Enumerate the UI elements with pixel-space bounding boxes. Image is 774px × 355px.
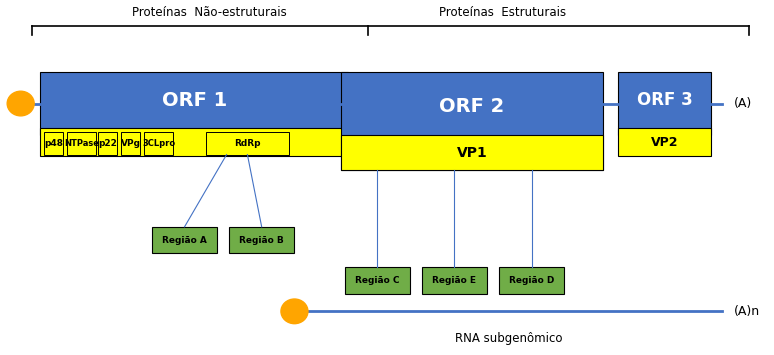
Ellipse shape (7, 91, 34, 116)
FancyBboxPatch shape (67, 132, 96, 155)
Text: p22: p22 (98, 139, 117, 148)
FancyBboxPatch shape (618, 128, 711, 156)
FancyBboxPatch shape (498, 267, 564, 294)
FancyBboxPatch shape (206, 132, 289, 155)
Text: ORF 1: ORF 1 (162, 91, 227, 109)
FancyBboxPatch shape (229, 227, 294, 253)
Text: VP2: VP2 (651, 136, 678, 149)
Text: Região A: Região A (162, 235, 207, 245)
FancyBboxPatch shape (44, 132, 63, 155)
Text: Região D: Região D (509, 276, 554, 285)
Text: Região E: Região E (433, 276, 477, 285)
Text: Proteínas  Não-estruturais: Proteínas Não-estruturais (132, 6, 287, 19)
FancyBboxPatch shape (40, 128, 348, 156)
Text: ORF 3: ORF 3 (637, 91, 693, 109)
Text: (A)n: (A)n (734, 305, 760, 318)
FancyBboxPatch shape (618, 72, 711, 135)
Text: VP1: VP1 (457, 146, 487, 160)
FancyBboxPatch shape (152, 227, 217, 253)
Text: NTPase: NTPase (64, 139, 99, 148)
Text: Região C: Região C (355, 276, 399, 285)
FancyBboxPatch shape (121, 132, 140, 155)
FancyBboxPatch shape (341, 72, 603, 170)
FancyBboxPatch shape (98, 132, 117, 155)
Text: ORF 2: ORF 2 (439, 97, 505, 116)
Ellipse shape (281, 299, 308, 324)
Text: VPg: VPg (121, 139, 141, 148)
FancyBboxPatch shape (344, 267, 410, 294)
FancyBboxPatch shape (144, 132, 173, 155)
Text: Região B: Região B (239, 235, 284, 245)
FancyBboxPatch shape (341, 135, 603, 170)
Text: p48: p48 (44, 139, 63, 148)
Text: 3CLpro: 3CLpro (142, 139, 175, 148)
FancyBboxPatch shape (40, 72, 348, 135)
FancyBboxPatch shape (422, 267, 488, 294)
Text: (A): (A) (734, 97, 752, 110)
Text: RNA subgenômico: RNA subgenômico (454, 333, 562, 345)
Text: Proteínas  Estruturais: Proteínas Estruturais (439, 6, 567, 19)
Text: RdRp: RdRp (235, 139, 261, 148)
